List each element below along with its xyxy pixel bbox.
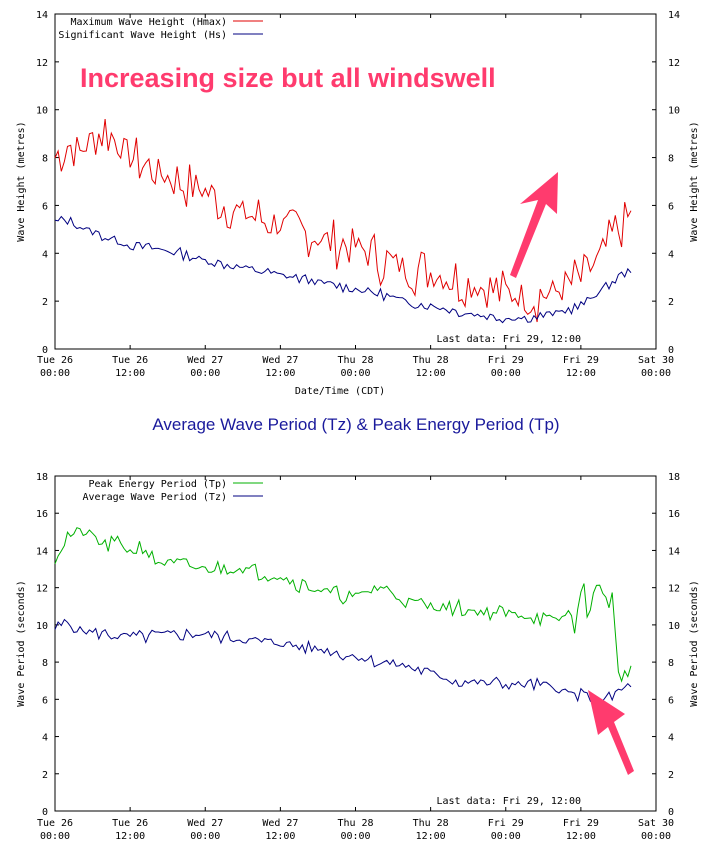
x-tick-day: Wed 27 xyxy=(187,818,223,829)
x-tick-day: Tue 26 xyxy=(112,818,148,829)
y-tick-label-right: 6 xyxy=(668,201,674,212)
y-tick-label-left: 6 xyxy=(42,695,48,706)
x-tick-day: Thu 28 xyxy=(413,355,449,366)
y-tick-label-right: 10 xyxy=(668,621,680,632)
x-tick-day: Thu 28 xyxy=(413,818,449,829)
x-tick-day: Tue 26 xyxy=(37,355,73,366)
x-axis-label: Date/Time (CDT) xyxy=(295,386,385,397)
y-axis-label-right: Wave Period (seconds) xyxy=(689,580,700,706)
x-tick-day: Tue 26 xyxy=(112,355,148,366)
x-tick-day: Fri 29 xyxy=(488,355,524,366)
x-tick-time: 00:00 xyxy=(340,831,370,842)
y-tick-label-left: 6 xyxy=(42,201,48,212)
y-tick-label-left: 12 xyxy=(36,58,48,69)
wave-height-chart: 0 0 2 2 4 4 6 6 8 8 10 10 12 12 14 14 Tue 26 00:00 Tue 26 1… xyxy=(16,10,700,379)
y-tick-label-right: 16 xyxy=(668,509,680,520)
x-tick-time: 00:00 xyxy=(190,368,220,379)
x-tick-time: 00:00 xyxy=(491,831,521,842)
x-tick-day: Thu 28 xyxy=(337,355,373,366)
y-tick-label-right: 4 xyxy=(668,249,674,260)
y-tick-label-left: 0 xyxy=(42,807,48,818)
legend-label: Maximum Wave Height (Hmax) xyxy=(70,17,227,28)
last-data-label: Last data: Fri 29, 12:00 xyxy=(437,796,582,807)
y-tick-label-left: 0 xyxy=(42,345,48,356)
y-tick-label-right: 10 xyxy=(668,106,680,117)
y-tick-label-left: 8 xyxy=(42,154,48,165)
y-tick-label-left: 8 xyxy=(42,658,48,669)
y-axis-label-left: Wave Height (metres) xyxy=(16,121,27,241)
legend-label: Peak Energy Period (Tp) xyxy=(89,479,227,490)
y-tick-label-right: 2 xyxy=(668,770,674,781)
x-tick-day: Fri 29 xyxy=(563,355,599,366)
y-axis-label-left: Wave Period (seconds) xyxy=(16,580,27,706)
y-tick-label-right: 8 xyxy=(668,154,674,165)
x-tick-time: 12:00 xyxy=(115,831,145,842)
last-data-label: Last data: Fri 29, 12:00 xyxy=(437,334,582,345)
series-line xyxy=(54,215,632,324)
y-tick-label-left: 4 xyxy=(42,249,48,260)
x-tick-day: Fri 29 xyxy=(488,818,524,829)
y-tick-label-right: 12 xyxy=(668,58,680,69)
series-line xyxy=(54,527,632,683)
x-tick-time: 12:00 xyxy=(566,831,596,842)
x-tick-time: 00:00 xyxy=(491,368,521,379)
x-tick-time: 12:00 xyxy=(265,368,295,379)
y-tick-label-left: 14 xyxy=(36,10,48,21)
x-tick-time: 12:00 xyxy=(265,831,295,842)
y-tick-label-right: 18 xyxy=(668,472,680,483)
y-tick-label-right: 14 xyxy=(668,546,680,557)
y-tick-label-left: 12 xyxy=(36,584,48,595)
x-tick-time: 12:00 xyxy=(566,368,596,379)
x-tick-day: Thu 28 xyxy=(337,818,373,829)
wave-period-chart: 0 0 2 2 4 4 6 6 8 8 10 10 12 12 14 14 16 16 18 18 Tue 26 00:0… xyxy=(16,472,700,842)
y-tick-label-right: 6 xyxy=(668,695,674,706)
x-tick-day: Tue 26 xyxy=(37,818,73,829)
y-tick-label-right: 0 xyxy=(668,345,674,356)
y-tick-label-left: 2 xyxy=(42,770,48,781)
x-tick-time: 00:00 xyxy=(641,368,671,379)
y-tick-label-left: 10 xyxy=(36,621,48,632)
series-line xyxy=(54,618,632,703)
plot-frame xyxy=(54,475,657,812)
y-tick-label-right: 2 xyxy=(668,297,674,308)
x-tick-day: Wed 27 xyxy=(187,355,223,366)
x-tick-day: Wed 27 xyxy=(262,355,298,366)
x-tick-time: 00:00 xyxy=(340,368,370,379)
y-tick-label-right: 8 xyxy=(668,658,674,669)
y-tick-label-left: 2 xyxy=(42,297,48,308)
pink-arrow-icon xyxy=(510,172,558,278)
x-tick-time: 00:00 xyxy=(641,831,671,842)
x-tick-day: Wed 27 xyxy=(262,818,298,829)
period-chart-title: Average Wave Period (Tz) & Peak Energy P… xyxy=(152,415,559,434)
y-tick-label-left: 10 xyxy=(36,106,48,117)
x-tick-time: 12:00 xyxy=(416,831,446,842)
y-tick-label-right: 0 xyxy=(668,807,674,818)
x-tick-time: 12:00 xyxy=(416,368,446,379)
legend-label: Average Wave Period (Tz) xyxy=(83,492,228,503)
y-tick-label-right: 14 xyxy=(668,10,680,21)
x-tick-day: Sat 30 xyxy=(638,355,674,366)
y-tick-label-right: 4 xyxy=(668,733,674,744)
x-tick-time: 00:00 xyxy=(190,831,220,842)
y-tick-label-left: 14 xyxy=(36,546,48,557)
x-tick-day: Sat 30 xyxy=(638,818,674,829)
y-axis-label-right: Wave Height (metres) xyxy=(689,121,700,241)
pink-arrow-icon xyxy=(588,690,634,775)
x-tick-time: 00:00 xyxy=(40,831,70,842)
series-line xyxy=(54,119,632,323)
y-tick-label-left: 18 xyxy=(36,472,48,483)
y-tick-label-left: 16 xyxy=(36,509,48,520)
x-tick-time: 12:00 xyxy=(115,368,145,379)
y-tick-label-right: 12 xyxy=(668,584,680,595)
y-tick-label-left: 4 xyxy=(42,733,48,744)
legend-label: Significant Wave Height (Hs) xyxy=(58,30,227,41)
annotation-text: Increasing size but all windswell xyxy=(80,63,496,93)
x-tick-day: Fri 29 xyxy=(563,818,599,829)
x-tick-time: 00:00 xyxy=(40,368,70,379)
